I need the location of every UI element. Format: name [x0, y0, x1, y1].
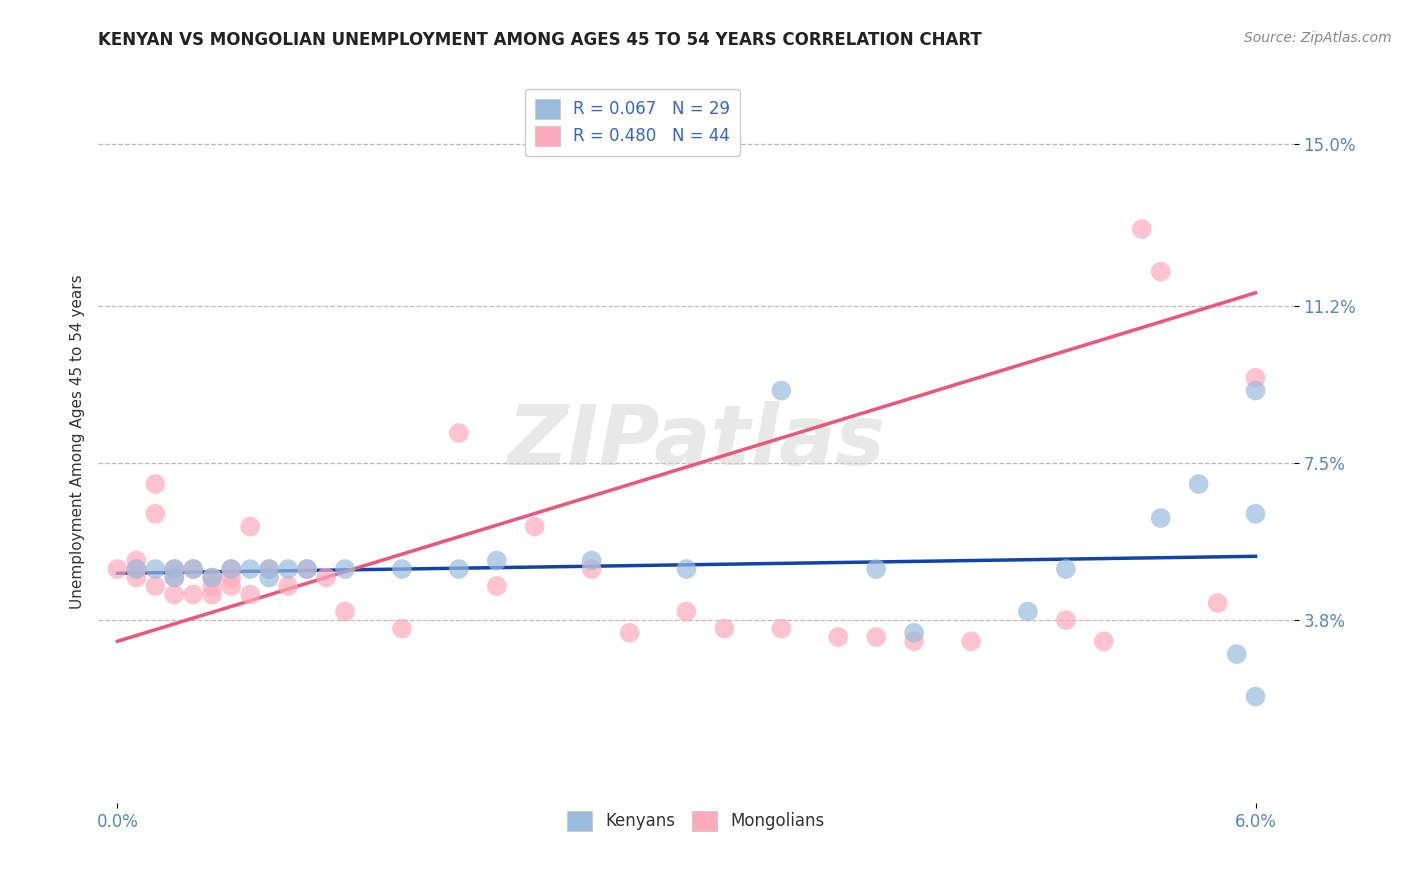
Point: [523, 519, 546, 533]
Point: [391, 562, 413, 576]
Point: [201, 588, 224, 602]
Point: [1092, 634, 1115, 648]
Point: [485, 553, 508, 567]
Point: [581, 553, 603, 567]
Point: [581, 562, 603, 576]
Point: [865, 562, 887, 576]
Point: [447, 562, 470, 576]
Point: [1244, 371, 1267, 385]
Point: [713, 622, 735, 636]
Point: [295, 562, 318, 576]
Point: [143, 579, 166, 593]
Point: [1150, 264, 1173, 278]
Point: [239, 519, 262, 533]
Point: [827, 630, 849, 644]
Point: [163, 562, 186, 576]
Point: [675, 605, 697, 619]
Point: [277, 562, 299, 576]
Point: [865, 630, 887, 644]
Point: [181, 562, 204, 576]
Point: [257, 570, 280, 584]
Point: [239, 588, 262, 602]
Point: [257, 562, 280, 576]
Point: [1054, 613, 1077, 627]
Point: [1244, 690, 1267, 704]
Point: [125, 570, 148, 584]
Point: [770, 622, 793, 636]
Point: [163, 570, 186, 584]
Point: [619, 625, 641, 640]
Point: [163, 562, 186, 576]
Text: KENYAN VS MONGOLIAN UNEMPLOYMENT AMONG AGES 45 TO 54 YEARS CORRELATION CHART: KENYAN VS MONGOLIAN UNEMPLOYMENT AMONG A…: [98, 31, 983, 49]
Point: [1017, 605, 1039, 619]
Point: [201, 579, 224, 593]
Point: [181, 562, 204, 576]
Point: [105, 562, 128, 576]
Point: [315, 570, 337, 584]
Point: [333, 562, 356, 576]
Point: [125, 562, 148, 576]
Point: [1130, 222, 1153, 236]
Point: [277, 579, 299, 593]
Point: [181, 588, 204, 602]
Point: [201, 570, 224, 584]
Point: [219, 562, 242, 576]
Point: [143, 562, 166, 576]
Point: [903, 634, 925, 648]
Point: [1244, 507, 1267, 521]
Point: [163, 570, 186, 584]
Point: [485, 579, 508, 593]
Point: [125, 562, 148, 576]
Point: [1054, 562, 1077, 576]
Point: [125, 553, 148, 567]
Point: [219, 562, 242, 576]
Point: [770, 384, 793, 398]
Point: [257, 562, 280, 576]
Point: [1244, 384, 1267, 398]
Point: [1150, 511, 1173, 525]
Point: [295, 562, 318, 576]
Point: [960, 634, 983, 648]
Point: [201, 570, 224, 584]
Legend: Kenyans, Mongolians: Kenyans, Mongolians: [561, 805, 831, 838]
Point: [219, 579, 242, 593]
Point: [675, 562, 697, 576]
Point: [333, 605, 356, 619]
Point: [1188, 477, 1211, 491]
Point: [1206, 596, 1229, 610]
Y-axis label: Unemployment Among Ages 45 to 54 years: Unemployment Among Ages 45 to 54 years: [69, 274, 84, 609]
Point: [239, 562, 262, 576]
Point: [447, 425, 470, 440]
Text: ZIPatlas: ZIPatlas: [508, 401, 884, 482]
Point: [143, 507, 166, 521]
Point: [219, 570, 242, 584]
Text: Source: ZipAtlas.com: Source: ZipAtlas.com: [1244, 31, 1392, 45]
Point: [1226, 647, 1249, 661]
Point: [391, 622, 413, 636]
Point: [163, 588, 186, 602]
Point: [903, 625, 925, 640]
Point: [143, 477, 166, 491]
